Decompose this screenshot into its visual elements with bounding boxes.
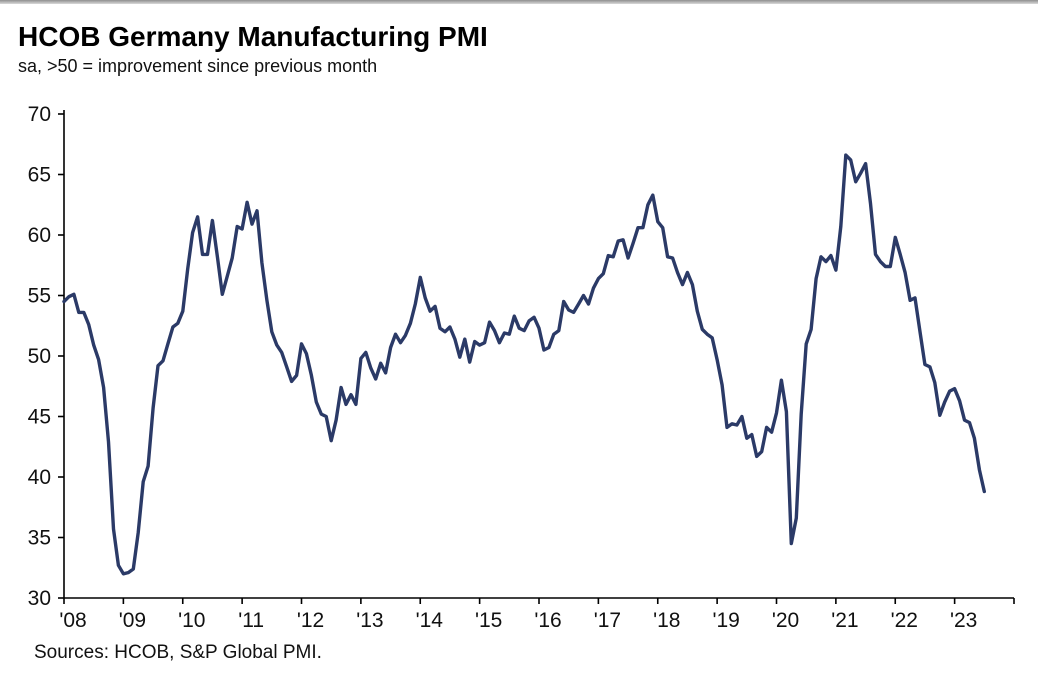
x-tick-label: '14	[416, 609, 444, 632]
x-tick-label: '10	[178, 609, 205, 632]
x-tick-label: '18	[653, 609, 680, 632]
x-tick-label: '21	[831, 609, 858, 632]
y-tick-label: 50	[28, 345, 51, 368]
y-tick-label: 55	[28, 285, 51, 308]
x-tick-label: '20	[772, 609, 799, 632]
x-tick-label: '08	[59, 609, 86, 632]
chart-subtitle: sa, >50 = improvement since previous mon…	[18, 55, 378, 76]
y-tick-label: 35	[28, 527, 51, 550]
chart-title: HCOB Germany Manufacturing PMI	[18, 21, 488, 52]
series-group	[62, 153, 986, 576]
y-tick-label: 70	[28, 103, 51, 126]
x-tick-label: '23	[950, 609, 977, 632]
x-tick-label: '15	[475, 609, 502, 632]
x-axis: '08 '09 '10 '11 '12 '13 '14 '15 '16 '17 '18 '19 '20 '…	[59, 597, 1015, 632]
y-tick-label: 45	[28, 406, 51, 429]
y-axis: 30 35 40 45 50 55 60 65 70	[28, 103, 65, 610]
y-tick-label: 60	[28, 224, 51, 247]
y-tick-label: 65	[28, 164, 51, 187]
pmi-series-line	[62, 153, 986, 576]
x-tick-label: '19	[712, 609, 739, 632]
window-top-edge	[0, 0, 1038, 4]
x-tick-label: '11	[238, 609, 264, 632]
x-tick-label: '16	[534, 609, 561, 632]
y-tick-label: 40	[28, 466, 51, 489]
source-note: Sources: HCOB, S&P Global PMI.	[34, 642, 322, 663]
chart-header: HCOB Germany Manufacturing PMI sa, >50 =…	[18, 21, 488, 77]
x-tick-label: '12	[297, 609, 324, 632]
y-tick-label: 30	[28, 587, 51, 610]
x-tick-label: '17	[594, 609, 621, 632]
x-tick-label: '22	[891, 609, 918, 632]
x-tick-label: '09	[119, 609, 146, 632]
x-tick-label: '13	[356, 609, 383, 632]
